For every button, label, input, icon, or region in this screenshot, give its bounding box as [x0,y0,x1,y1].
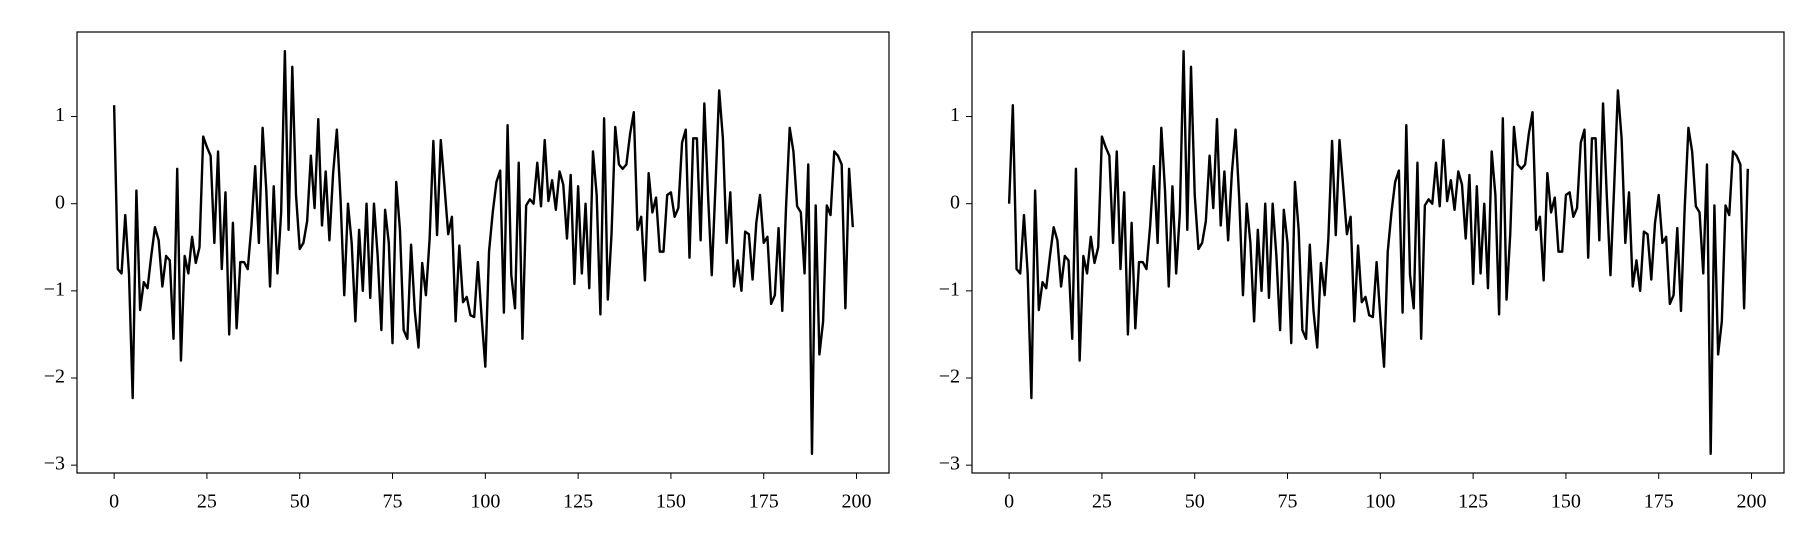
x-tick-label: 200 [1737,491,1767,513]
x-tick-label: 175 [749,491,779,513]
x-tick-label: 100 [470,491,500,513]
y-tick-label: 0 [55,191,65,213]
x-tick-label: 175 [1644,491,1674,513]
x-tick-label: 75 [383,491,403,513]
x-tick-label: 0 [109,491,119,513]
x-tick-label: 200 [842,491,872,513]
y-tick-label: 0 [950,191,960,213]
x-tick-label: 25 [1092,491,1112,513]
data-line [112,49,855,456]
x-tick-label: 50 [290,491,310,513]
y-tick-label: −2 [939,366,960,388]
x-tick-label: 125 [1458,491,1488,513]
plot-frame [971,31,1785,474]
x-tick-label: 75 [1278,491,1298,513]
x-tick-label: 150 [1551,491,1581,513]
x-tick-label: 100 [1365,491,1395,513]
x-tick-label: 0 [1004,491,1014,513]
data-line [1007,49,1750,456]
y-tick-label: −1 [44,278,65,300]
x-tick-label: 150 [656,491,686,513]
y-tick-label: −3 [939,453,960,475]
y-tick-label: −3 [44,453,65,475]
y-tick-label: −1 [939,278,960,300]
y-tick-label: 1 [950,104,960,126]
plot-frame [76,31,890,474]
x-tick-label: 25 [197,491,217,513]
x-tick-label: 125 [563,491,593,513]
x-tick-label: 50 [1185,491,1205,513]
y-tick-label: 1 [55,104,65,126]
y-tick-label: −2 [44,366,65,388]
